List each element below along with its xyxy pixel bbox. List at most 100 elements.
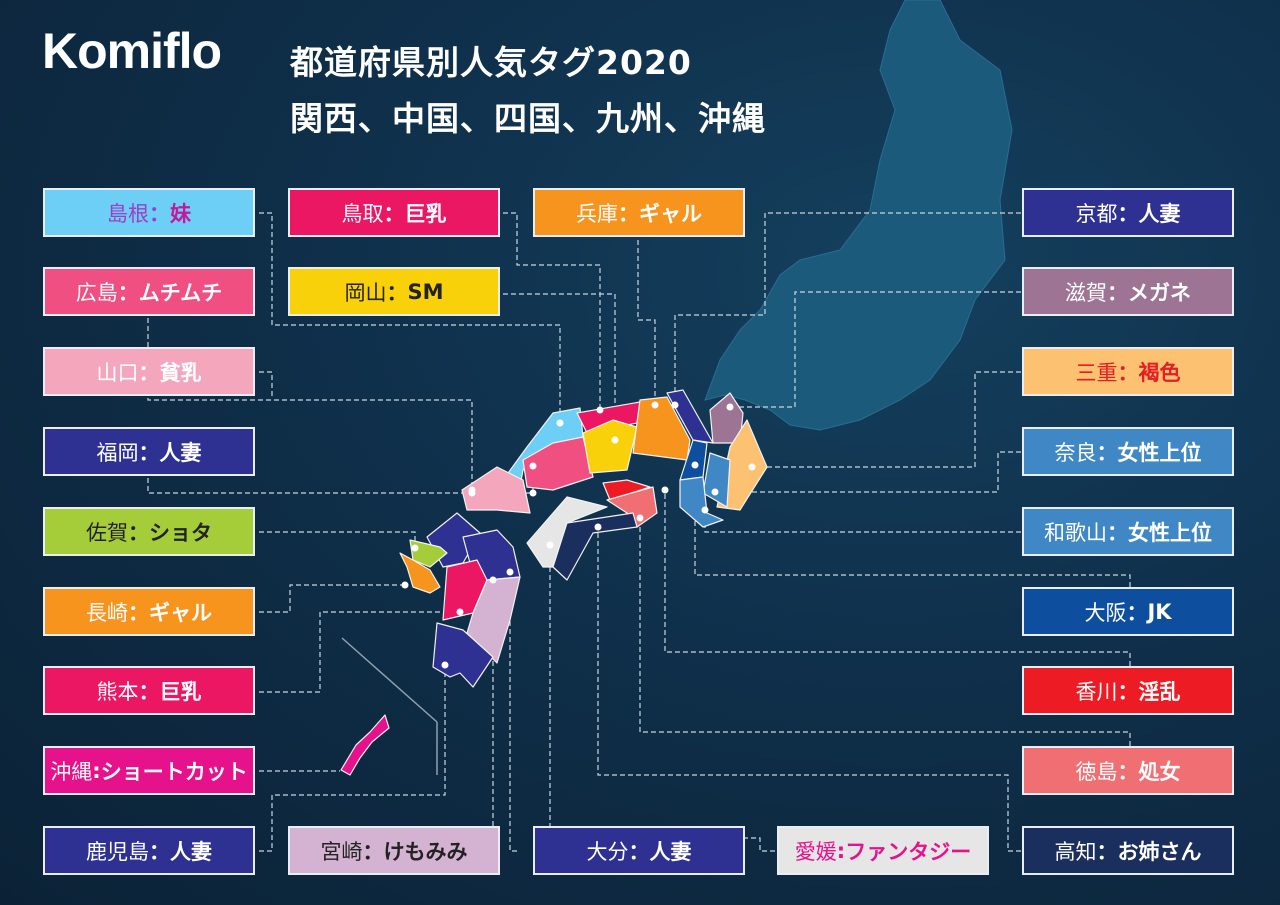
separator: ：: [1107, 520, 1128, 545]
separator: ：: [138, 360, 160, 385]
prefecture-marker: [596, 406, 604, 414]
separator: ：: [383, 201, 405, 226]
prefecture-marker: [636, 514, 644, 522]
tag-label-13: 大分：人妻: [533, 826, 745, 875]
tag-label-3: 福岡：人妻: [43, 427, 255, 476]
separator: ：: [1126, 600, 1148, 625]
tag-label-1: 広島：ムチムチ: [43, 267, 255, 316]
prefecture-marker: [556, 419, 564, 427]
pref-hyogo[interactable]: [632, 396, 691, 461]
popular-tag: ショタ: [149, 520, 212, 545]
tag-label-7: 沖縄: ショートカット: [43, 746, 255, 795]
separator: ：: [117, 280, 139, 305]
prefecture-name: 岡山: [344, 280, 387, 305]
prefecture-name: 香川: [1075, 679, 1118, 704]
prefecture-markers: [401, 401, 756, 669]
pref-miyazaki[interactable]: [466, 576, 521, 664]
popular-tag: ギャル: [639, 201, 702, 226]
prefecture-name: 鹿児島: [86, 839, 149, 864]
prefecture-marker: [468, 489, 476, 497]
prefecture-name: 島根: [107, 201, 149, 226]
tag-label-14: 愛媛: ファンタジー: [777, 826, 989, 875]
prefecture-name: 大分: [586, 839, 629, 864]
popular-tag: 淫乱: [1138, 679, 1181, 704]
popular-tag: 巨乳: [159, 679, 202, 704]
prefecture-marker: [711, 488, 719, 496]
pref-tokushima[interactable]: [606, 486, 658, 528]
prefecture-marker: [691, 461, 699, 469]
separator: :: [836, 838, 846, 863]
prefecture-name: 奈良: [1054, 440, 1097, 465]
pref-okinawa[interactable]: [340, 714, 390, 776]
tag-label-20: 大阪： JK: [1022, 587, 1234, 636]
prefecture-marker: [611, 436, 619, 444]
okinawa-divider: [341, 637, 438, 723]
pref-kagoshima[interactable]: [432, 622, 494, 688]
separator: ：: [386, 280, 408, 305]
separator: ：: [149, 201, 170, 226]
prefecture-name: 熊本: [96, 679, 139, 704]
popular-tag: ギャル: [149, 600, 212, 625]
pref-okayama[interactable]: [582, 419, 638, 474]
popular-tag: 人妻: [159, 440, 202, 465]
page-subtitle: 関西、中国、四国、九州、沖縄: [290, 99, 766, 138]
separator: ：: [628, 839, 650, 864]
tag-label-17: 三重：褐色: [1022, 347, 1234, 396]
tag-label-9: 鳥取：巨乳: [288, 188, 500, 237]
separator: :: [92, 758, 101, 783]
separator: ：: [1117, 360, 1139, 385]
tag-label-0: 島根：妹: [43, 188, 255, 237]
prefecture-name: 沖縄: [50, 759, 93, 784]
tag-label-22: 徳島：処女: [1022, 746, 1234, 795]
prefecture-marker: [546, 541, 554, 549]
popular-tag: 女性上位: [1117, 440, 1202, 465]
popular-tag: ムチムチ: [138, 280, 223, 305]
prefecture-marker: [748, 463, 756, 471]
pref-yamaguchi[interactable]: [461, 466, 531, 514]
popular-tag: お姉さん: [1117, 839, 1202, 864]
prefecture-marker: [651, 401, 659, 409]
tag-label-16: 滋賀：メガネ: [1022, 267, 1234, 316]
separator: ：: [1096, 440, 1118, 465]
pref-mie[interactable]: [716, 419, 768, 511]
prefecture-name: 福岡: [96, 440, 139, 465]
popular-tag: 女性上位: [1128, 520, 1212, 545]
prefecture-name: 滋賀: [1065, 280, 1107, 305]
tag-label-15: 京都：人妻: [1022, 188, 1234, 237]
pref-kagawa[interactable]: [602, 479, 651, 501]
prefecture-marker: [456, 608, 464, 616]
pref-hiroshima[interactable]: [522, 436, 594, 491]
separator: ：: [618, 201, 639, 226]
tag-label-8: 鹿児島：人妻: [43, 826, 255, 875]
page-title: 都道府県別人気タグ2020: [290, 43, 692, 82]
tag-label-2: 山口：貧乳: [43, 347, 255, 396]
prefecture-name: 和歌山: [1044, 520, 1107, 545]
prefecture-name: 大阪: [1084, 600, 1127, 625]
prefecture-name: 長崎: [86, 600, 128, 625]
separator: ：: [1117, 201, 1139, 226]
prefecture-name: 佐賀: [86, 520, 128, 545]
pref-nagasaki[interactable]: [399, 552, 441, 594]
tag-label-21: 香川：淫乱: [1022, 666, 1234, 715]
popular-tag: けもみみ: [383, 839, 468, 864]
popular-tag: メガネ: [1128, 280, 1191, 305]
popular-tag: 巨乳: [404, 201, 447, 226]
komiflo-logo: Komiflo: [42, 23, 222, 79]
separator: ：: [1096, 839, 1118, 864]
tag-label-12: 宮崎：けもみみ: [288, 826, 500, 875]
prefecture-name: 京都: [1075, 201, 1118, 226]
prefecture-marker: [506, 568, 514, 576]
popular-tag: 褐色: [1138, 360, 1181, 385]
pref-nara[interactable]: [702, 452, 731, 508]
pref-wakayama[interactable]: [679, 476, 724, 528]
separator: ：: [128, 520, 149, 545]
popular-tag: 貧乳: [159, 360, 202, 385]
prefecture-name: 山口: [96, 360, 139, 385]
prefecture-name: 三重: [1075, 360, 1118, 385]
separator: ：: [138, 679, 160, 704]
separator: ：: [138, 440, 160, 465]
popular-tag: 人妻: [170, 839, 212, 864]
pref-kochi[interactable]: [552, 512, 638, 581]
prefecture-marker: [529, 462, 537, 470]
prefecture-name: 宮崎: [320, 839, 363, 864]
